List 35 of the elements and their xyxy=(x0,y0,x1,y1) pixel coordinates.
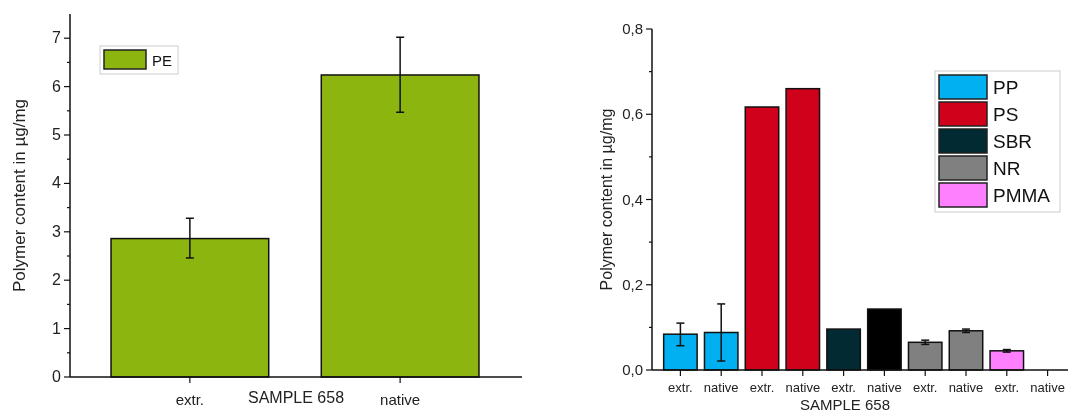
x-tick-label: native xyxy=(867,380,902,395)
y-tick-label: 5 xyxy=(52,126,62,143)
legend-label: NR xyxy=(993,157,1021,179)
x-tick-label: native xyxy=(948,380,984,395)
legend-label: PS xyxy=(993,103,1019,125)
y-axis-title: Polymer content in µg/mg xyxy=(598,108,615,291)
y-tick-label: 0,0 xyxy=(622,361,643,378)
legend-label: PP xyxy=(993,76,1019,98)
y-tick-label: 0,8 xyxy=(622,20,643,37)
y-tick-label: 0,2 xyxy=(622,275,643,293)
x-axis-title: SAMPLE 658 xyxy=(799,396,891,413)
x-tick-label: native xyxy=(785,380,821,395)
legend-label: PMMA xyxy=(993,184,1051,206)
y-tick-label: 0 xyxy=(52,368,62,385)
x-tick-label: native xyxy=(1030,380,1065,395)
y-tick-label: 0,6 xyxy=(622,105,643,123)
legend-label: PE xyxy=(152,52,173,69)
y-axis-title: Polymer content in µg/mg xyxy=(10,98,29,293)
y-tick-label: 6 xyxy=(52,77,62,95)
y-tick-label: 4 xyxy=(52,174,62,192)
y-tick-label: 3 xyxy=(52,222,62,240)
x-tick-label: native xyxy=(703,380,739,395)
y-tick-label: 0,4 xyxy=(622,190,643,208)
x-tick-label: native xyxy=(380,391,421,408)
y-tick-label: 1 xyxy=(52,319,62,337)
x-tick-label: extr. xyxy=(749,380,775,395)
x-tick-label: extr. xyxy=(175,391,205,408)
y-tick-label: 7 xyxy=(52,29,62,47)
y-tick-label: 2 xyxy=(52,271,62,289)
x-tick-label: extr. xyxy=(668,380,693,395)
x-tick-label: extr. xyxy=(994,380,1020,395)
x-axis-title: SAMPLE 658 xyxy=(247,389,345,406)
x-tick-label: extr. xyxy=(912,380,938,395)
x-tick-label: extr. xyxy=(831,380,856,395)
legend-label: SBR xyxy=(993,130,1033,152)
